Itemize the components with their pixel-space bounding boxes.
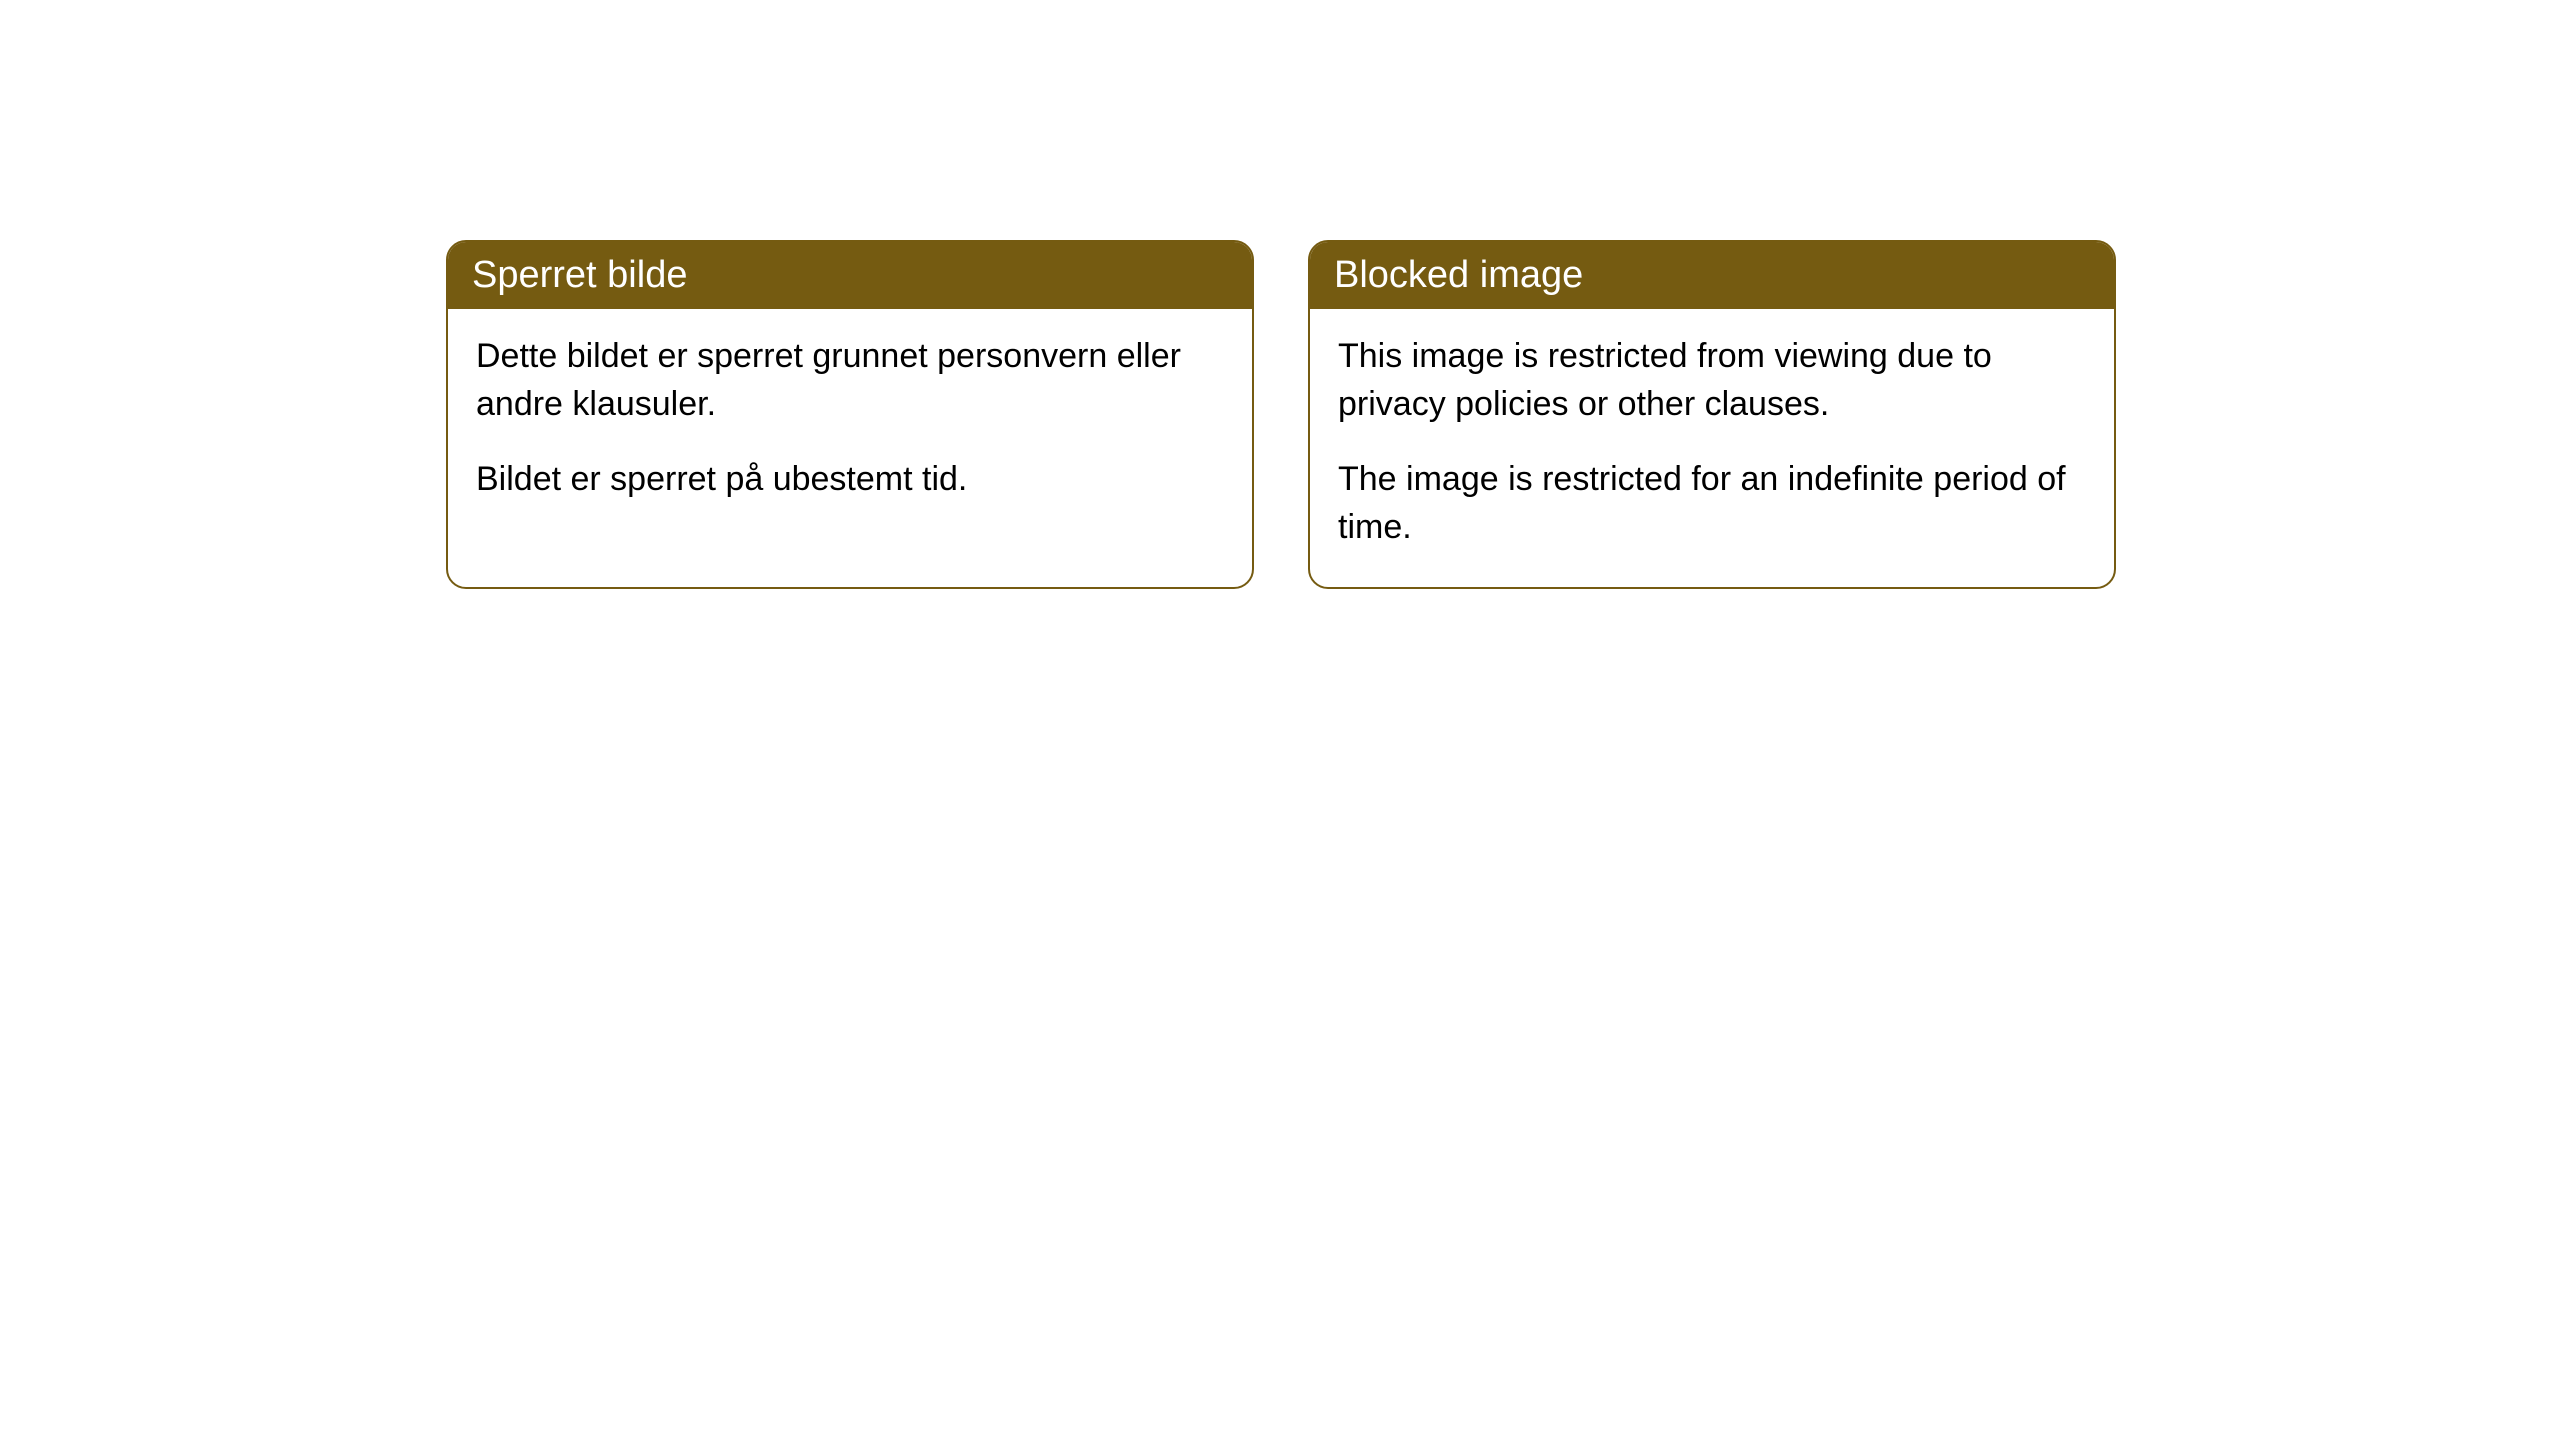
blocked-image-card-norwegian: Sperret bilde Dette bildet er sperret gr… bbox=[446, 240, 1254, 589]
cards-container: Sperret bilde Dette bildet er sperret gr… bbox=[446, 240, 2116, 589]
card-paragraph: Bildet er sperret på ubestemt tid. bbox=[476, 456, 1224, 504]
card-title: Sperret bilde bbox=[472, 254, 687, 296]
card-header: Sperret bilde bbox=[448, 242, 1252, 309]
card-title: Blocked image bbox=[1334, 254, 1583, 296]
card-paragraph: The image is restricted for an indefinit… bbox=[1338, 456, 2086, 551]
card-paragraph: This image is restricted from viewing du… bbox=[1338, 333, 2086, 428]
card-body: This image is restricted from viewing du… bbox=[1310, 309, 2114, 587]
card-paragraph: Dette bildet er sperret grunnet personve… bbox=[476, 333, 1224, 428]
blocked-image-card-english: Blocked image This image is restricted f… bbox=[1308, 240, 2116, 589]
card-body: Dette bildet er sperret grunnet personve… bbox=[448, 309, 1252, 540]
card-header: Blocked image bbox=[1310, 242, 2114, 309]
